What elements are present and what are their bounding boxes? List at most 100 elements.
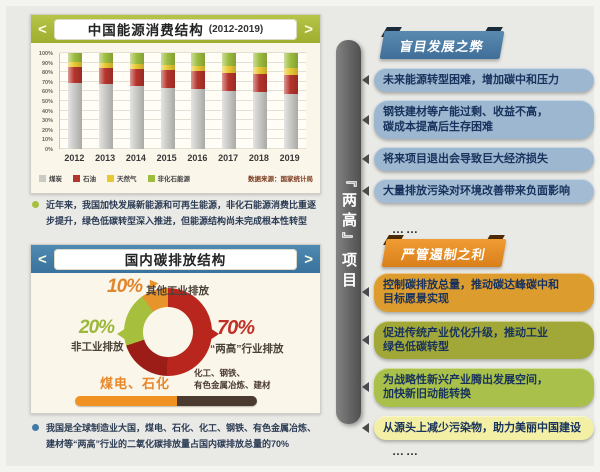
cons-pill: 大量排放污染对环境改善带来负面影响	[374, 179, 594, 204]
energy-panel-subtitle: (2012-2019)	[208, 23, 264, 35]
x-tick-label: 2016	[187, 153, 208, 163]
x-tick-label: 2019	[279, 153, 300, 163]
bar-segment	[99, 53, 114, 63]
bar-segment	[160, 64, 175, 71]
pros-pill: 控制碳排放总量，推动碳达峰碳中和 目标愿景实现	[374, 273, 594, 312]
bullet-dot-icon	[32, 424, 39, 431]
bar-segment	[129, 69, 144, 86]
bar-segment	[283, 93, 298, 149]
gridline	[60, 119, 306, 121]
prev-arrow-icon[interactable]: <	[38, 250, 47, 268]
bar-segment	[191, 65, 206, 72]
cons-pill: 未来能源转型困难，增加碳中和压力	[374, 68, 594, 93]
bar-segment	[191, 53, 206, 66]
bar-segment	[252, 66, 267, 75]
gridline	[60, 90, 306, 92]
left-arrow-marker-icon	[362, 186, 369, 197]
y-tick-label: 40%	[41, 108, 53, 115]
bar-segment	[252, 74, 267, 93]
slice-label-other: 其他工业排放	[146, 285, 209, 297]
gridline	[60, 100, 306, 101]
y-tick-label: 70%	[41, 79, 53, 86]
cons-banner-label: 盲目发展之弊	[379, 31, 505, 59]
list-item: 促进传统产业优化升级，推动工业 绿色低碳转型	[362, 320, 594, 360]
bar-segment	[252, 53, 267, 67]
bar-segment	[99, 84, 114, 149]
x-tick-label: 2018	[248, 153, 269, 163]
carbon-note-text: 我国是全球制造业大国，煤电、石化、化工、钢铁、有色金属冶炼、建材等“两高”行业的…	[46, 423, 317, 450]
x-axis-labels: 2012 2013 2014 2015 2016 2017 2018 2019	[59, 153, 305, 163]
bar-segment	[283, 75, 298, 94]
breakdown-left-label: 煤电、石化	[100, 376, 171, 391]
left-arrow-marker-icon	[362, 154, 369, 165]
gridline	[60, 138, 306, 140]
bar-segment	[68, 83, 83, 149]
donut-chart	[124, 288, 212, 376]
bar-segment	[252, 92, 267, 149]
y-tick-label: 0%	[45, 147, 53, 153]
pros-pill: 为战略性新兴产业腾出发展空间， 加快新旧动能转换	[374, 368, 594, 407]
gridline	[60, 52, 306, 53]
x-tick-label: 2015	[156, 153, 177, 163]
x-tick-label: 2012	[64, 153, 85, 163]
bar-segment	[283, 67, 298, 76]
carbon-panel-title: 国内碳排放结构	[124, 253, 227, 268]
stacked-bar	[222, 53, 237, 149]
center-ribbon-title: 『两高』项目	[336, 40, 361, 424]
bar-segment	[160, 87, 175, 149]
bar-segment	[129, 85, 144, 149]
carbon-panel-header: < 国内碳排放结构 >	[31, 245, 320, 273]
list-item: 将来项目退出会导致巨大经济损失	[362, 146, 594, 172]
bar-segment	[99, 62, 114, 68]
donut-pointer-icon	[117, 328, 126, 340]
energy-bar-chart: 0% 10% 20% 30% 40% 50% 60% 70% 80% 90% 100% 2012 20…	[31, 43, 320, 192]
x-tick-label: 2017	[218, 153, 239, 163]
carbon-panel-title-box: 国内碳排放结构	[53, 248, 298, 270]
left-arrow-marker-icon	[362, 422, 369, 433]
y-tick-label: 50%	[41, 99, 53, 105]
y-tick-label: 30%	[41, 118, 53, 125]
stacked-bar	[68, 53, 83, 149]
bar-segment	[160, 70, 175, 88]
bar-segment	[222, 72, 237, 91]
energy-note-text: 近年来，我国加快发展新能源和可再生能源，非化石能源消费比重逐步提升，绿色低碳转型…	[46, 200, 317, 227]
data-source-label: 数据来源：国家统计局	[248, 176, 313, 183]
pros-pill: 促进传统产业优化升级，推动工业 绿色低碳转型	[374, 320, 594, 360]
y-tick-label: 80%	[41, 70, 53, 77]
energy-panel-title-box: 中国能源消费结构 (2012-2019)	[53, 18, 298, 40]
list-item: 钢铁建材等产能过剩、收益不高， 碳成本提高后生存困难	[362, 100, 594, 139]
y-tick-label: 60%	[41, 89, 53, 96]
chart-legend: 煤炭 石油 天然气 非化石能源 数据来源：国家统计局	[39, 173, 313, 183]
legend-item: 非化石能源	[147, 173, 190, 183]
legend-swatch-icon	[107, 175, 114, 182]
pros-banner-label: 严管遏制之利	[381, 239, 507, 267]
gridline	[60, 109, 306, 111]
breakdown-bar-left	[75, 396, 177, 406]
bar-plot	[59, 52, 306, 149]
prev-arrow-icon[interactable]: <	[38, 20, 47, 38]
pros-pill: 从源头上减少污染物，助力美丽中国建设	[374, 415, 594, 441]
next-arrow-icon[interactable]: >	[304, 20, 313, 38]
legend-item: 天然气	[107, 173, 137, 183]
bar-segment	[222, 90, 237, 149]
energy-note: 近年来，我国加快发展新能源和可再生能源，非化石能源消费比重逐步提升，绿色低碳转型…	[32, 197, 320, 229]
gridline	[60, 128, 306, 130]
stacked-bar	[160, 53, 175, 149]
stacked-bar	[252, 53, 267, 149]
list-item: 为战略性新兴产业腾出发展空间， 加快新旧动能转换	[362, 368, 594, 407]
slice-pct-nonindustrial: 20%	[79, 317, 115, 338]
carbon-structure-panel: < 国内碳排放结构 > 10% 其他工业排放 20% 非工业排放 70% “两高…	[30, 244, 321, 414]
y-tick-label: 20%	[41, 127, 53, 134]
slice-label-lianggao: “两高”行业排放	[210, 343, 284, 355]
slice-pct-other: 10%	[107, 276, 143, 297]
list-item: 未来能源转型困难，增加碳中和压力	[362, 68, 594, 93]
bar-segment	[99, 67, 114, 85]
gridline	[60, 71, 306, 73]
next-arrow-icon[interactable]: >	[304, 250, 313, 268]
carbon-donut-chart: 10% 其他工业排放 20% 非工业排放 70% “两高”行业排放 煤电、石化 …	[31, 273, 320, 413]
stacked-bar	[191, 53, 206, 149]
gridline	[60, 148, 306, 149]
stacked-bar	[129, 53, 144, 149]
bar-segment	[68, 66, 83, 84]
